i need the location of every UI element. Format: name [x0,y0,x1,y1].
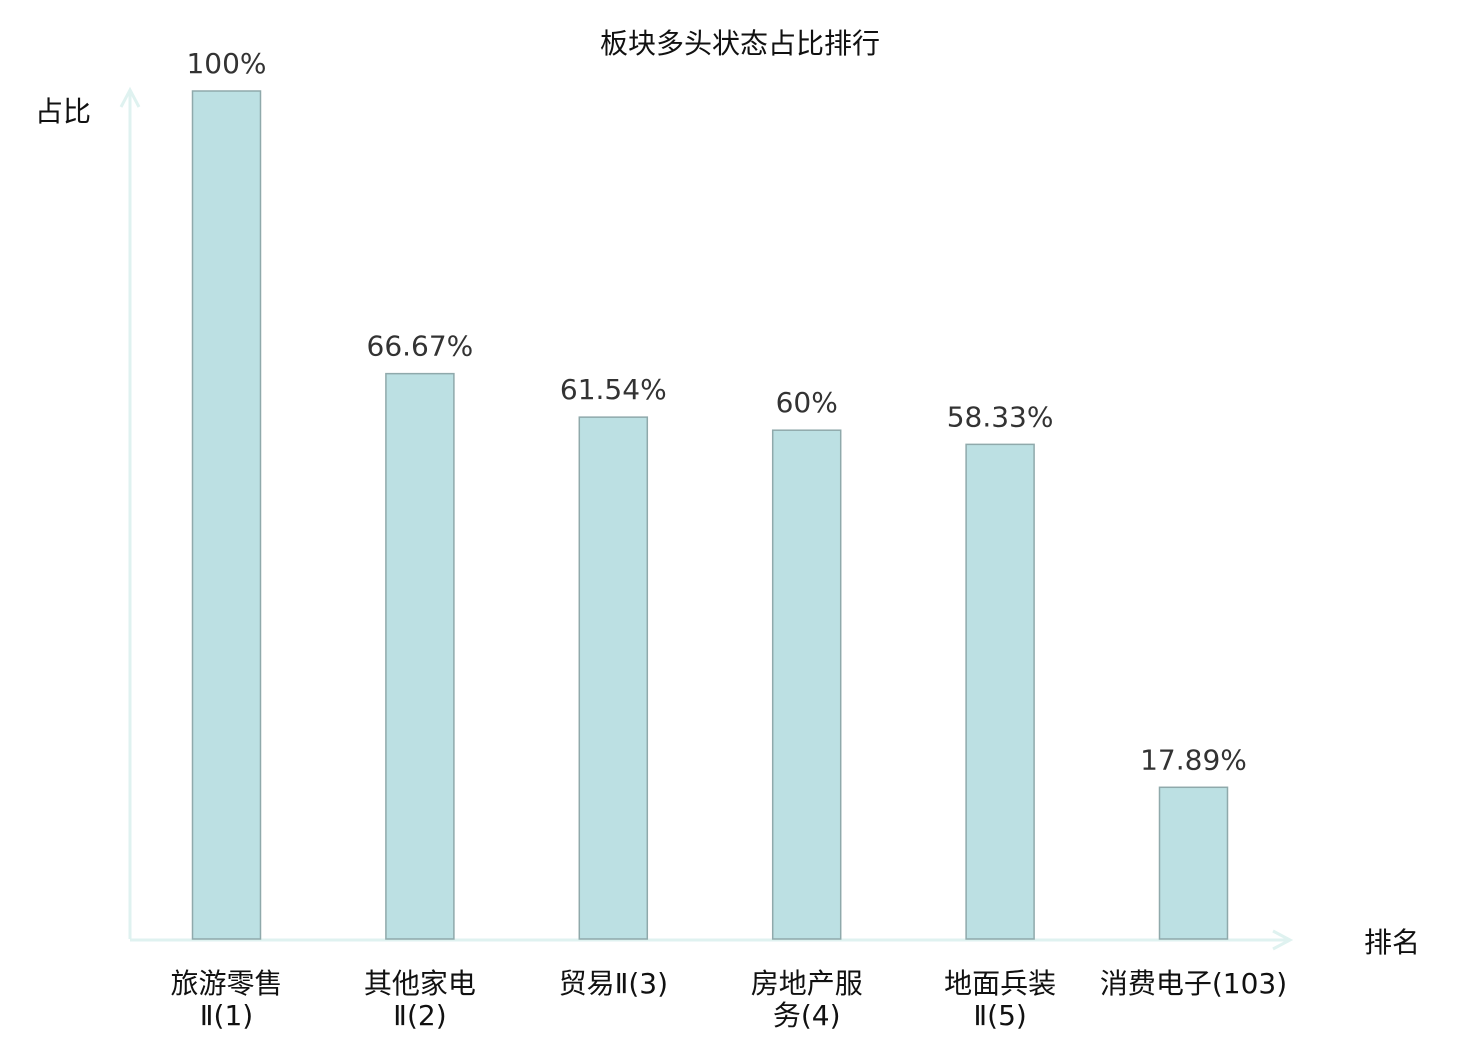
x-tick-label: 其他家电 [364,967,476,1000]
bar[interactable] [771,429,842,940]
bar[interactable] [578,416,649,940]
x-tick-label: 房地产服 [751,967,863,1000]
x-axis-arrow-icon [1272,929,1294,951]
x-tick-label: Ⅱ(1) [200,999,253,1032]
x-tick-label: 贸易Ⅱ(3) [559,967,668,1000]
y-axis-arrow-icon [119,86,141,108]
x-tick-label: Ⅱ(2) [393,999,446,1032]
x-tick-label: 务(4) [773,999,841,1032]
data-label: 17.89% [1140,743,1247,776]
data-label: 61.54% [560,373,667,406]
data-label: 58.33% [947,400,1054,433]
x-tick-label: 地面兵装 [944,967,1056,1000]
x-tick-label: Ⅱ(5) [973,999,1026,1032]
x-axis-name: 排名 [1364,926,1420,959]
data-label: 66.67% [367,330,474,363]
chart-title: 板块多头状态占比排行 [600,27,880,60]
data-label: 60% [776,386,838,419]
x-tick-label: 消费电子(103) [1100,967,1287,1000]
data-label: 100% [186,47,266,80]
x-tick-label: 旅游零售 [170,967,282,1000]
bar[interactable] [191,90,262,940]
bar[interactable] [1158,786,1229,940]
bar[interactable] [385,372,455,940]
bar[interactable] [965,443,1035,940]
y-axis-name: 占比 [35,95,91,128]
